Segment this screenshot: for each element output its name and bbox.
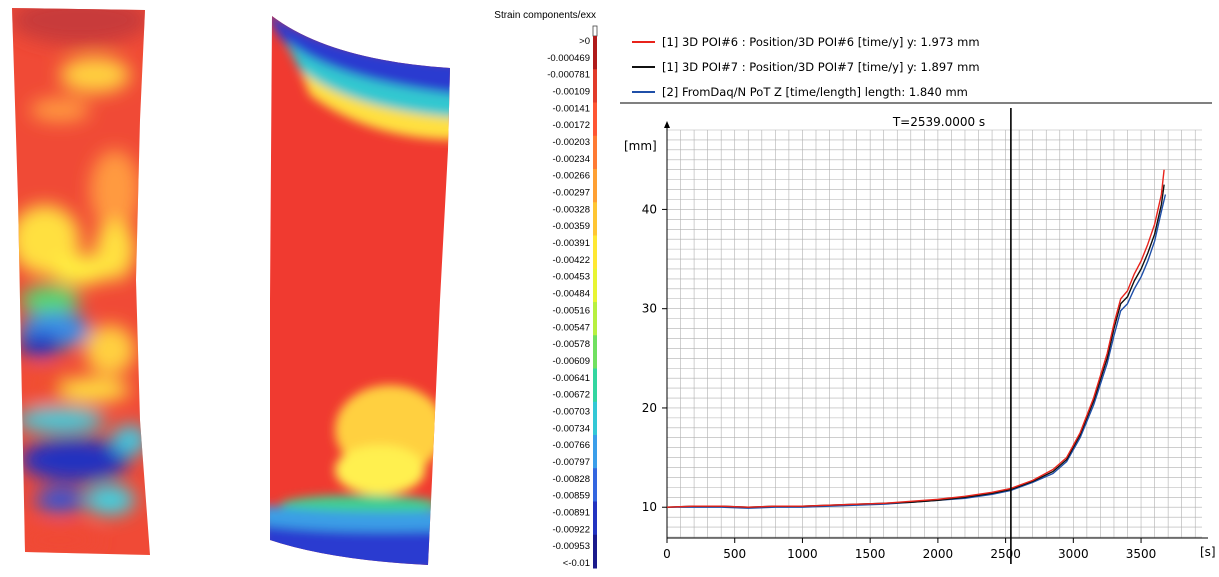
colormap-band: [593, 468, 597, 502]
line-chart: [1] 3D POI#6 : Position/3D POI#6 [time/y…: [620, 35, 1216, 564]
legend-entry: [1] 3D POI#7 : Position/3D POI#7 [time/y…: [662, 60, 980, 74]
colormap-label: -0.00734: [552, 423, 590, 434]
colormap-band: [593, 135, 597, 170]
legend-entry: [1] 3D POI#6 : Position/3D POI#6 [time/y…: [662, 35, 980, 49]
colormap-band: [593, 368, 597, 403]
x-tick-label: 500: [723, 547, 746, 561]
colormap-label: -0.00672: [552, 390, 590, 401]
legend-entry: [2] FromDaq/N PoT Z [time/length] length…: [662, 85, 968, 99]
colormap-label: -0.00922: [552, 524, 590, 535]
colormap-label: -0.00891: [552, 507, 590, 518]
y-tick-label: 10: [642, 500, 657, 514]
strain-field-view: Strain components/exx >0 -0.000469 -0.0007…: [12, 8, 598, 569]
colormap-label: -0.00172: [552, 120, 590, 131]
colormap-title: Strain components/exx: [494, 10, 596, 21]
colormap-label: -0.00703: [552, 406, 590, 417]
x-tick-label: 2500: [990, 547, 1021, 561]
colormap-band: [593, 169, 597, 203]
colormap-label: -0.00297: [552, 188, 590, 199]
specimen-surface-front: [12, 8, 150, 555]
colormap-label: >0: [579, 36, 590, 47]
x-tick-label: 1500: [855, 547, 886, 561]
colormap-label: -0.00203: [552, 137, 590, 148]
colormap-label: -0.00516: [552, 305, 590, 316]
strain-field-panel: Strain components/exx >0 -0.000469 -0.0007…: [0, 0, 600, 572]
colormap-band: [593, 401, 597, 436]
chart-title: T=2539.0000 s: [892, 115, 985, 129]
series-line-2: [666, 184, 1165, 508]
chart-panel: [1] 3D POI#6 : Position/3D POI#6 [time/y…: [600, 0, 1219, 572]
colormap-bar: [593, 36, 597, 569]
colormap-label: -0.00766: [552, 440, 590, 451]
colormap-label: -0.00328: [552, 204, 590, 215]
colormap-label: -0.00859: [552, 491, 590, 502]
x-tick-label: 0: [663, 547, 671, 561]
x-tick-label: 3500: [1126, 547, 1157, 561]
colormap-label: -0.00422: [552, 255, 590, 266]
colormap-label: -0.00578: [552, 339, 590, 350]
y-tick-label: 20: [642, 401, 657, 415]
colormap-label: -0.00797: [552, 457, 590, 468]
colormap-label: -0.00953: [552, 541, 590, 552]
x-tick-label: 2000: [923, 547, 954, 561]
colormap-band: [593, 202, 597, 236]
chart-axes: [664, 121, 1208, 539]
colormap-band: [593, 102, 597, 137]
colormap-label: -0.00266: [552, 171, 590, 182]
colormap-band: [593, 69, 597, 103]
series-line-1: [666, 169, 1165, 508]
colormap-label: -0.000469: [547, 53, 590, 64]
colormap-label: -0.00484: [552, 289, 590, 300]
colormap-label: -0.00391: [552, 238, 590, 249]
colormap-label: -0.00828: [552, 474, 590, 485]
colormap-band: [593, 435, 597, 469]
colormap-label: -0.00547: [552, 322, 590, 333]
colormap-label: -0.00609: [552, 356, 590, 367]
colormap-labels: >0 -0.000469 -0.000781 -0.00109 -0.00141 -0.0…: [547, 36, 590, 569]
chart-legend: [1] 3D POI#6 : Position/3D POI#6 [time/y…: [632, 35, 980, 99]
x-axis-label: [s]: [1200, 545, 1216, 559]
colormap-label: -0.00141: [552, 103, 590, 114]
x-tick-label: 3000: [1058, 547, 1089, 561]
chart-grid: [666, 129, 1202, 538]
colormap-label: -0.00234: [552, 154, 590, 165]
colormap-band: [593, 36, 597, 70]
colormap-label: -0.00641: [552, 373, 590, 384]
colormap-label: -0.000781: [547, 70, 590, 81]
specimen-surface-side: [270, 16, 450, 565]
y-tick-label: 30: [642, 302, 657, 316]
colormap-label: -0.00109: [552, 87, 590, 98]
chart-ticks: 0 500 1000 1500 2000 2500 3000 3500 10 20 30 40: [642, 202, 1157, 561]
colormap-label: <-0.01: [563, 558, 590, 569]
colormap-band: [593, 534, 597, 569]
colormap-cap: [592, 25, 598, 37]
x-tick-label: 1000: [787, 547, 818, 561]
colormap-band: [593, 335, 597, 369]
chart-series: [666, 169, 1167, 509]
colormap-band: [593, 302, 597, 336]
y-axis-arrow: [664, 121, 670, 128]
colormap-scale: Strain components/exx >0 -0.000469 -0.0007…: [494, 10, 598, 569]
y-tick-label: 40: [642, 202, 657, 216]
colormap-label: -0.00359: [552, 221, 590, 232]
colormap-label: -0.00453: [552, 272, 590, 283]
colormap-band: [593, 268, 597, 303]
colormap-band: [593, 235, 597, 270]
y-axis-label: [mm]: [624, 139, 657, 153]
series-line-3: [667, 194, 1167, 509]
colormap-band: [593, 501, 597, 536]
